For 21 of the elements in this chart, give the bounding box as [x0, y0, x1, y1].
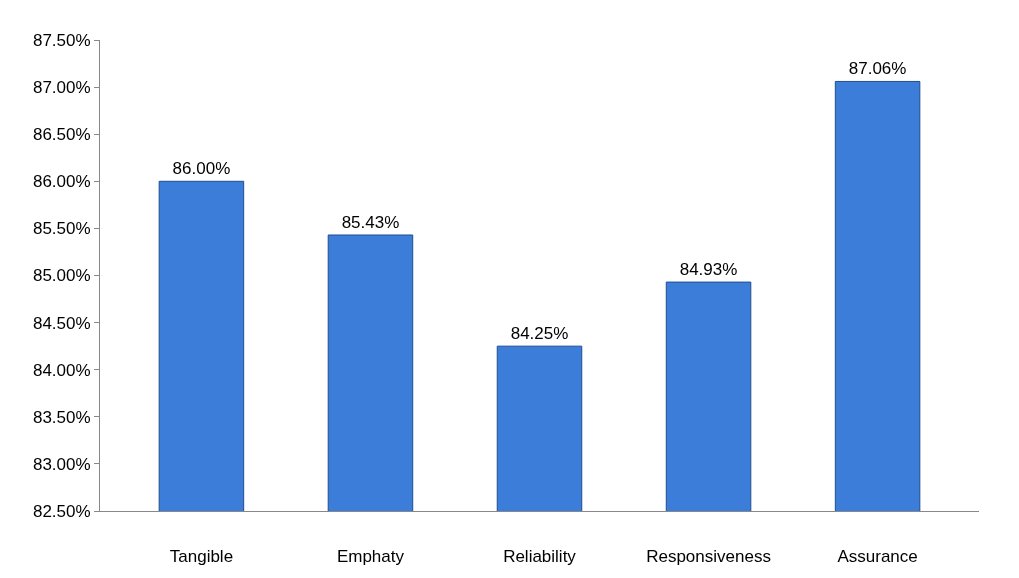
- y-tick-label: 87.00%: [32, 78, 91, 98]
- y-tick-label: 86.50%: [32, 125, 91, 145]
- y-tick-label: 85.00%: [32, 266, 91, 286]
- x-tick-label: Reliability: [503, 547, 577, 567]
- x-tick-label: Assurance: [837, 547, 918, 567]
- y-tick-label: 83.00%: [32, 454, 91, 474]
- data-label: 85.43%: [341, 212, 400, 232]
- x-tick-label: Emphaty: [336, 547, 405, 567]
- y-tick-label: 84.00%: [32, 360, 91, 380]
- y-tick-label: 83.50%: [32, 407, 91, 427]
- x-tick-label: Responsiveness: [646, 547, 771, 567]
- y-tick-label: 85.50%: [32, 219, 91, 239]
- y-tick-label: 86.00%: [32, 172, 91, 192]
- y-tick-label: 82.50%: [32, 501, 91, 521]
- data-label: 87.06%: [848, 59, 907, 79]
- y-tick-label: 87.50%: [32, 30, 91, 50]
- x-tick-label: Tangible: [169, 547, 234, 567]
- data-label: 84.93%: [679, 260, 738, 280]
- y-tick-label: 84.50%: [32, 313, 91, 333]
- data-label: 86.00%: [172, 159, 231, 179]
- data-label: 84.25%: [510, 324, 569, 344]
